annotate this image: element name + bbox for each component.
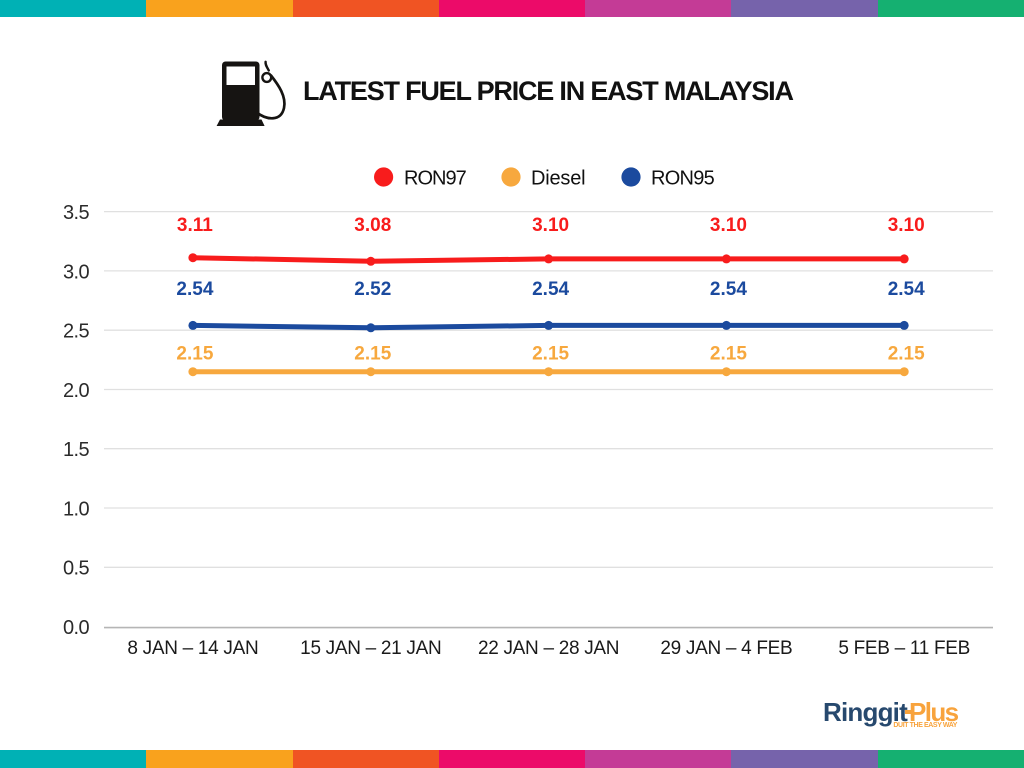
svg-text:1.5: 1.5 (63, 439, 89, 461)
svg-text:2.52: 2.52 (354, 279, 391, 300)
svg-text:0.5: 0.5 (63, 558, 89, 580)
svg-text:3.10: 3.10 (710, 215, 747, 236)
svg-text:3.08: 3.08 (354, 215, 391, 236)
svg-text:3.10: 3.10 (888, 215, 925, 236)
svg-text:RON95: RON95 (651, 168, 715, 190)
svg-text:2.0: 2.0 (63, 380, 89, 402)
svg-text:2.15: 2.15 (532, 344, 569, 365)
svg-text:2.54: 2.54 (176, 279, 213, 300)
svg-text:RON97: RON97 (404, 168, 467, 190)
svg-text:LATEST FUEL PRICE IN EAST MALA: LATEST FUEL PRICE IN EAST MALAYSIA (303, 76, 793, 106)
svg-text:8 JAN – 14 JAN: 8 JAN – 14 JAN (127, 638, 258, 659)
svg-text:3.10: 3.10 (532, 215, 569, 236)
svg-text:3.11: 3.11 (177, 215, 213, 236)
svg-text:1.0: 1.0 (63, 498, 89, 520)
svg-text:2.54: 2.54 (710, 279, 747, 300)
svg-text:3.5: 3.5 (63, 202, 89, 224)
svg-text:3.0: 3.0 (63, 261, 89, 283)
svg-text:2.54: 2.54 (532, 279, 569, 300)
svg-text:2.15: 2.15 (176, 344, 213, 365)
svg-text:2.54: 2.54 (888, 279, 925, 300)
svg-text:Diesel: Diesel (531, 168, 585, 190)
svg-text:2.5: 2.5 (63, 321, 89, 343)
svg-text:2.15: 2.15 (710, 344, 747, 365)
svg-text:2.15: 2.15 (354, 344, 391, 365)
svg-text:15 JAN – 21 JAN: 15 JAN – 21 JAN (300, 638, 441, 659)
svg-text:5 FEB – 11 FEB: 5 FEB – 11 FEB (838, 638, 970, 659)
svg-text:2.15: 2.15 (888, 344, 925, 365)
svg-text:29 JAN – 4 FEB: 29 JAN – 4 FEB (660, 638, 792, 659)
svg-text:0.0: 0.0 (63, 617, 89, 639)
svg-text:22 JAN – 28 JAN: 22 JAN – 28 JAN (478, 638, 619, 659)
